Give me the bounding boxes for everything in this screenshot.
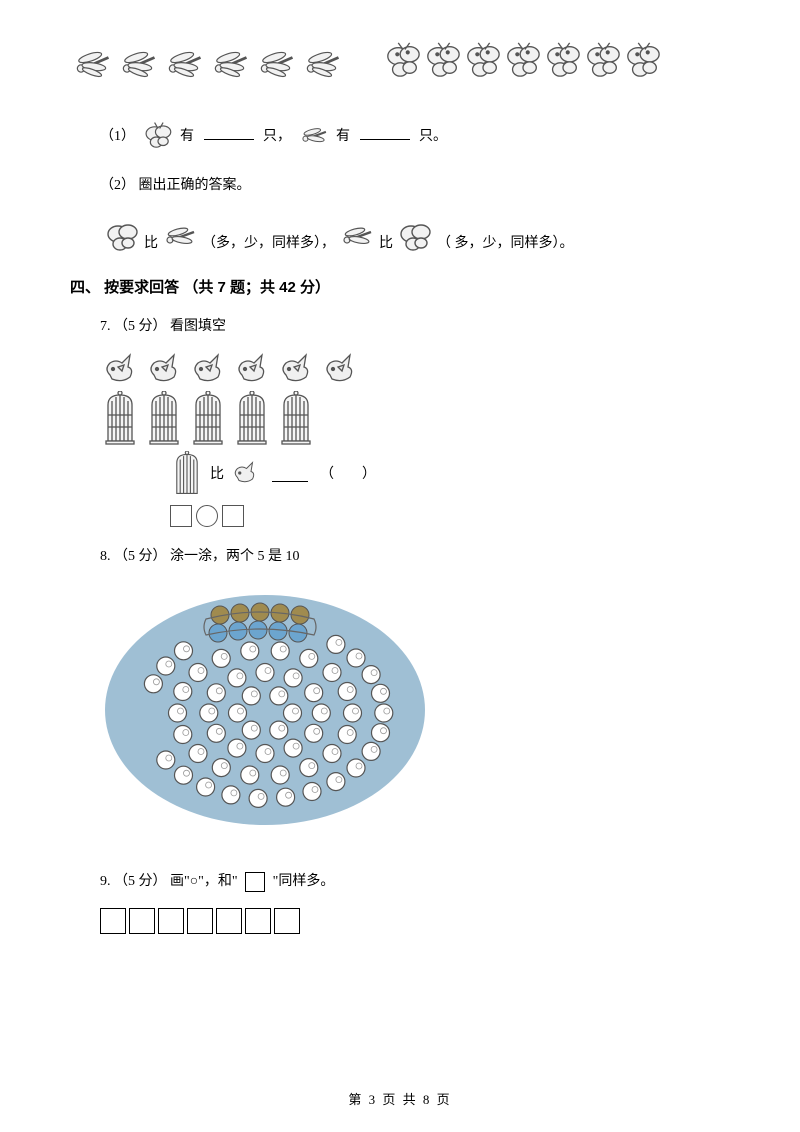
q8-figure <box>100 585 730 840</box>
answer-box[interactable] <box>170 505 192 527</box>
q7-paren: （ ） <box>320 463 376 483</box>
square-box <box>100 908 126 934</box>
butterfly-icon <box>395 218 435 258</box>
bird-icon <box>232 349 272 389</box>
t4: 只。 <box>419 129 447 144</box>
t2: 只， <box>263 129 291 144</box>
q7-comp: 比 （ ） <box>170 451 730 495</box>
q2-text: 圈出正确的答案。 <box>139 178 251 193</box>
answer-circle[interactable] <box>196 505 218 527</box>
butterfly-icon <box>141 120 175 154</box>
q1-prefix: （1） <box>100 129 135 144</box>
blank-2[interactable] <box>360 122 410 140</box>
cage-icon <box>170 451 204 495</box>
bi: 比 <box>144 230 158 258</box>
bi2: 比 <box>379 230 393 258</box>
square-box <box>216 908 242 934</box>
cage-icon <box>276 391 316 447</box>
butterfly-icon <box>584 40 622 88</box>
dragonfly-icon <box>160 218 200 258</box>
square-icon <box>245 872 265 892</box>
square-box <box>187 908 213 934</box>
page-footer: 第 3 页 共 8 页 <box>0 1089 800 1108</box>
bird-row <box>100 349 730 389</box>
opts2: （ 多，少，同样多）。 <box>437 230 574 258</box>
bird-icon <box>230 458 260 488</box>
bird-icon <box>276 349 316 389</box>
square-box <box>129 908 155 934</box>
dragonfly-icon <box>297 120 331 154</box>
cage-icon <box>144 391 184 447</box>
butterfly-icon <box>504 40 542 88</box>
section-4-heading: 四、 按要求回答 （共 7 题；共 42 分） <box>70 276 730 297</box>
dragonfly-icon <box>254 40 298 90</box>
cage-icon <box>100 391 140 447</box>
q7-figure: 比 （ ） <box>100 349 730 527</box>
q7-blank[interactable] <box>272 464 308 482</box>
blank-1[interactable] <box>204 122 254 140</box>
butterfly-icon <box>624 40 662 88</box>
dragonfly-icon <box>116 40 160 90</box>
butterfly-icon <box>464 40 502 88</box>
q7-boxes <box>170 505 730 527</box>
comparison-line: 比 （多，少，同样多）， 比 （ 多，少，同样多）。 <box>100 218 730 258</box>
sub-question-2: （2） 圈出正确的答案。 <box>100 172 730 200</box>
q9-line: 9. （5 分） 画"○"，和" "同样多。 <box>100 870 730 892</box>
cage-icon <box>232 391 272 447</box>
dragonfly-icon <box>337 218 377 258</box>
q9-suffix: "同样多。 <box>273 874 335 889</box>
dragonfly-group <box>70 40 344 90</box>
butterfly-icon <box>384 40 422 88</box>
q7-bi: 比 <box>210 463 224 483</box>
cage-icon <box>188 391 228 447</box>
butterfly-icon <box>424 40 462 88</box>
bird-icon <box>188 349 228 389</box>
bird-icon <box>100 349 140 389</box>
answer-box[interactable] <box>222 505 244 527</box>
square-box <box>158 908 184 934</box>
square-box <box>274 908 300 934</box>
square-box <box>245 908 271 934</box>
q7-line: 7. （5 分） 看图填空 <box>100 315 730 335</box>
t1: 有 <box>180 129 194 144</box>
bird-icon <box>320 349 360 389</box>
butterfly-icon <box>544 40 582 88</box>
butterfly-icon <box>102 218 142 258</box>
q9-boxes <box>100 908 730 934</box>
bird-icon <box>144 349 184 389</box>
dragonfly-icon <box>162 40 206 90</box>
dragonfly-icon <box>300 40 344 90</box>
dragonfly-icon <box>70 40 114 90</box>
opts1: （多，少，同样多）， <box>202 230 335 258</box>
q8-line: 8. （5 分） 涂一涂，两个 5 是 10 <box>100 545 730 565</box>
cage-row <box>100 391 730 447</box>
sub-question-1: （1） 有 只， 有 只。 <box>100 120 730 154</box>
q9-prefix: 9. （5 分） 画"○"，和" <box>100 874 238 889</box>
insect-rows <box>70 40 730 90</box>
butterfly-group <box>384 40 662 90</box>
t3: 有 <box>336 129 350 144</box>
dragonfly-icon <box>208 40 252 90</box>
q2-prefix: （2） <box>100 178 135 193</box>
